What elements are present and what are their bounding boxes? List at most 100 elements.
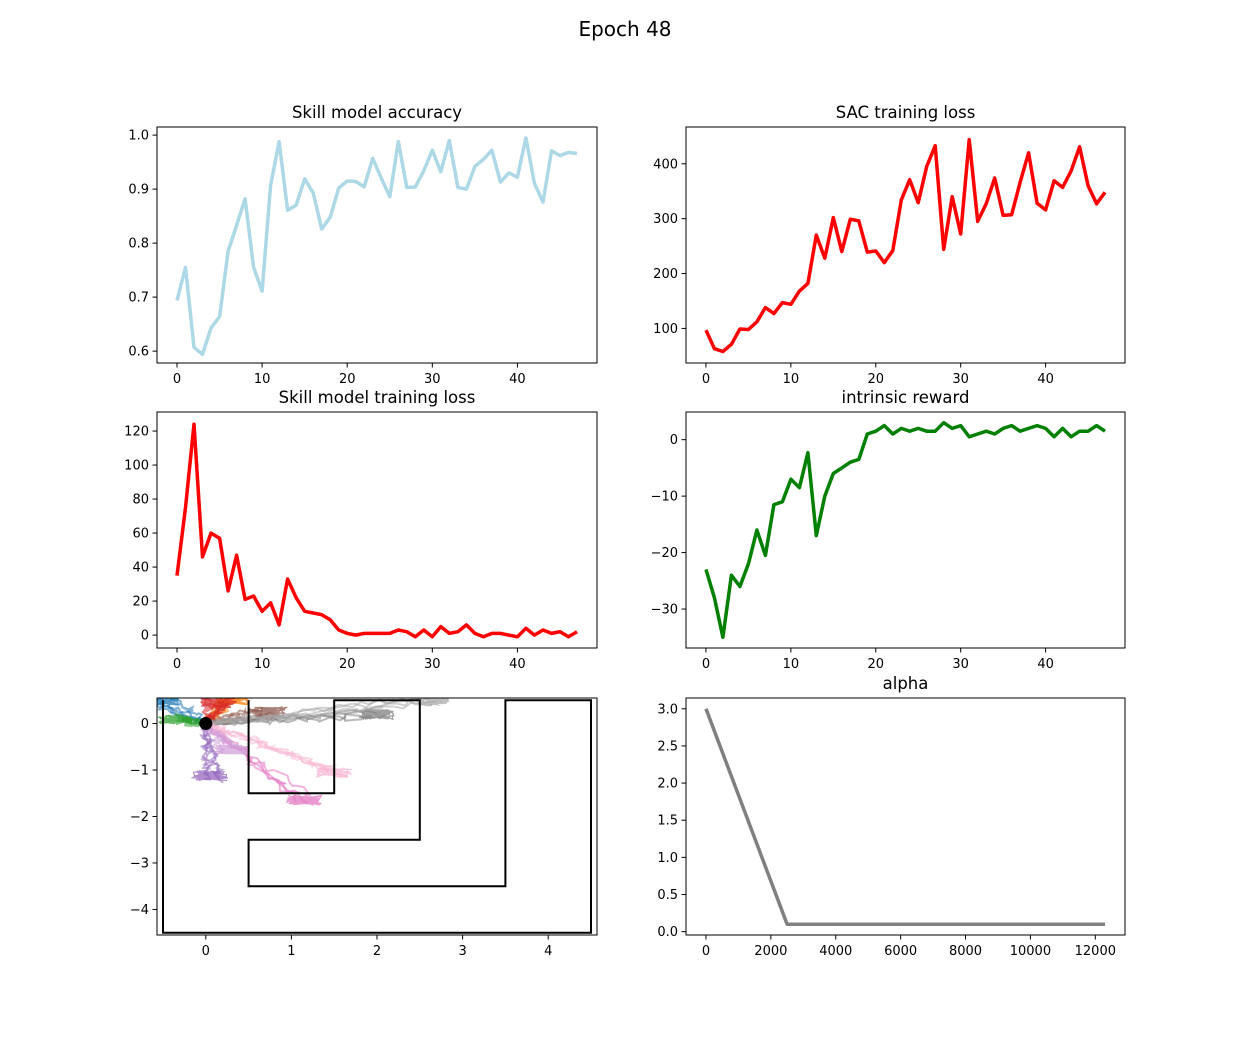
y-tick-label: −2 [130,810,149,825]
x-tick-label: 20 [339,657,356,672]
plot-area-skloss [175,422,578,639]
y-tick-label: 300 [653,212,678,227]
x-tick-label: 8000 [949,944,982,959]
trajectory-path [203,721,312,800]
trajectory-path [207,714,375,727]
x-tick-label: 0 [702,657,710,672]
panel-title-skloss: Skill model training loss [279,388,476,407]
y-tick-label: −10 [651,490,678,505]
x-tick-label: 0 [173,657,181,672]
x-tick-label: 40 [509,657,526,672]
trajectory-path [204,698,436,728]
axes-frame-skloss [156,411,598,649]
plot-area-maze [157,698,592,934]
y-tick-label: −30 [651,603,678,618]
y-tick-label: 0 [141,717,149,732]
plot-area-alpha [704,708,1105,926]
y-tick-label: 2.0 [657,777,678,792]
x-tick-label: 12000 [1075,944,1116,959]
y-tick-label: 60 [132,527,149,542]
series-line-sac-0 [704,137,1107,354]
x-tick-label: 40 [509,372,526,387]
start-point-marker [199,717,213,731]
x-tick-label: 2000 [754,944,787,959]
x-tick-label: 3 [458,944,466,959]
maze-wall-0 [162,699,592,934]
panel-sac: 0 10 20 30 40 100 200 300 400 SAC training loss [653,103,1126,387]
x-tick-label: 10 [254,657,271,672]
x-tick-label: 0 [702,372,710,387]
x-tick-label: 30 [952,657,969,672]
skill-end-cluster [285,794,323,806]
x-tick-label: 10 [783,657,800,672]
y-tick-label: −1 [130,764,149,779]
trajectory-path [203,723,348,778]
series-line-alpha-0 [704,708,1105,926]
y-tick-label: 3.0 [657,702,678,717]
y-tick-label: 1.0 [128,129,149,144]
x-tick-label: 4000 [819,944,852,959]
series-line-acc-0 [175,136,578,357]
trajectory-path [209,699,438,727]
x-tick-label: 30 [424,657,441,672]
trajectory-path [208,701,433,724]
y-tick-label: 0.9 [128,183,149,198]
y-tick-label: 0.7 [128,291,149,306]
y-tick-label: 100 [124,459,149,474]
y-tick-label: 40 [132,561,149,576]
x-tick-label: 20 [868,372,885,387]
x-tick-label: 0 [202,944,210,959]
panel-title-alpha: alpha [883,674,929,693]
skill-end-cluster [214,743,249,756]
x-tick-label: 10 [254,372,271,387]
x-tick-label: 40 [1037,372,1054,387]
panel-title-reward: intrinsic reward [842,388,970,407]
y-tick-label: 0 [670,433,678,448]
y-tick-label: −20 [651,546,678,561]
figure-suptitle: Epoch 48 [578,17,671,41]
plot-area-acc [175,136,578,357]
x-tick-label: 10000 [1010,944,1051,959]
skill-end-cluster [316,766,354,779]
skill-trajectories-10 [203,721,354,779]
y-tick-label: 200 [653,267,678,282]
skill-end-cluster [157,713,193,725]
y-tick-label: −4 [130,903,149,918]
x-tick-label: 4 [544,944,552,959]
x-tick-label: 6000 [884,944,917,959]
series-line-reward-0 [704,420,1106,640]
y-tick-label: 100 [653,322,678,337]
x-tick-label: 30 [424,372,441,387]
skill-end-cluster [212,698,251,706]
panel-alpha: 0 2000 4000 6000 8000 10000 12000 0.0 0.5 1.0 1.5 2… [657,674,1126,959]
y-tick-label: 80 [132,493,149,508]
y-tick-label: −3 [130,856,149,871]
y-tick-label: 20 [132,595,149,610]
panel-skloss: 0 10 20 30 40 0 20 40 60 80 100 120 Skill model trai… [124,388,598,672]
panel-acc: 0 10 20 30 40 0.6 0.7 0.8 0.9 1.0 Skill model accu… [128,103,598,387]
skill-end-cluster [414,698,450,706]
plot-area-reward [704,420,1106,640]
x-tick-label: 1 [287,944,295,959]
x-tick-label: 0 [173,372,181,387]
y-tick-label: 1.0 [657,851,678,866]
skill-end-cluster [190,769,229,782]
axes-frame-sac [685,126,1126,364]
y-tick-label: 0 [141,629,149,644]
x-tick-label: 0 [702,944,710,959]
y-tick-label: 2.5 [657,739,678,754]
x-tick-label: 20 [868,657,885,672]
y-tick-label: 0.5 [657,888,678,903]
y-tick-label: 0.8 [128,237,149,252]
y-tick-label: 1.5 [657,814,678,829]
axes-frame-acc [156,126,598,364]
x-tick-label: 30 [952,372,969,387]
x-tick-label: 2 [373,944,381,959]
skill-end-cluster [199,698,237,709]
panel-title-sac: SAC training loss [836,103,976,122]
axes-frame-alpha [685,697,1126,936]
y-tick-label: 0.6 [128,345,149,360]
panel-title-acc: Skill model accuracy [292,103,462,122]
panel-reward: 0 10 20 30 40 −30 −20 −10 0 intrinsic reward [651,388,1126,672]
